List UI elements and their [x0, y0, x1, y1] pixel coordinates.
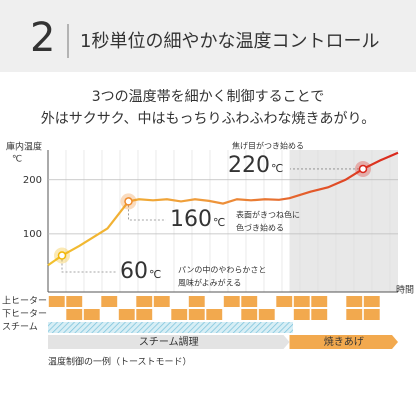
temp-label: 160	[170, 207, 212, 232]
heater-slot	[153, 296, 170, 307]
heater-slot	[346, 309, 363, 320]
heater-slot	[136, 309, 153, 320]
heater-label: 上ヒーター	[2, 296, 47, 307]
y-axis-label: ℃	[12, 155, 22, 165]
steam-slot	[48, 322, 66, 333]
heater-slot	[206, 309, 223, 320]
heater-slot	[363, 309, 380, 320]
annotation-note: 色づき始める	[236, 223, 284, 233]
heater-slot	[241, 309, 258, 320]
heater-slot	[188, 309, 205, 320]
temp-label: 220	[228, 153, 270, 178]
phase-arrow	[48, 335, 290, 349]
heater-slot	[83, 309, 100, 320]
steam-slot	[240, 322, 258, 333]
heater-slot	[258, 309, 275, 320]
phase-label: 焼きあげ	[324, 336, 364, 348]
annotation-note: 焦げ目がつき始める	[232, 141, 304, 151]
temperature-line	[47, 151, 399, 267]
annotation-note: パンの中のやわらかさと	[178, 265, 266, 275]
heater-slot	[66, 309, 83, 320]
temp-unit: ℃	[149, 268, 161, 281]
steam-slot	[153, 322, 171, 333]
heater-slot	[101, 296, 118, 307]
temp-label: 60	[120, 259, 148, 284]
heater-slot	[136, 296, 153, 307]
steam-slot	[258, 322, 276, 333]
heater-slot	[66, 296, 83, 307]
heater-slot	[311, 296, 328, 307]
temp-unit: ℃	[213, 216, 225, 229]
steam-slot	[223, 322, 241, 333]
heater-slot	[223, 296, 240, 307]
heater-slot	[363, 296, 380, 307]
subtitle: 外はサクサク、中はもっちりふわふわな焼きあがり。	[41, 111, 375, 127]
heater-slot	[118, 309, 135, 320]
heater-slot	[293, 309, 310, 320]
phase-arrow	[289, 335, 398, 349]
phase-label: スチーム調理	[139, 335, 199, 348]
x-axis-label: 時間	[396, 285, 414, 296]
heater-slot	[171, 309, 188, 320]
leader-line	[61, 255, 116, 273]
steam-slot	[188, 322, 206, 333]
header-title: 1秒単位の細やかな温度コントロール	[80, 31, 379, 52]
y-tick-label: 100	[23, 229, 42, 240]
heater-label: 下ヒーター	[2, 309, 47, 320]
y-axis-label: 庫内温度	[6, 141, 42, 153]
point-marker	[57, 251, 67, 260]
heater-slot	[311, 309, 328, 320]
steam-slot	[205, 322, 223, 333]
heater-slot	[241, 296, 258, 307]
annotation-note: 風味がよみがえる	[178, 278, 241, 288]
heater-slot	[188, 296, 205, 307]
heater-slot	[346, 296, 363, 307]
heater-slot	[276, 296, 293, 307]
steam-slot	[170, 322, 188, 333]
steam-slot	[135, 322, 153, 333]
steam-slot	[118, 322, 136, 333]
steam-slot	[275, 322, 293, 333]
header-bg	[0, 0, 416, 72]
bake-region	[289, 150, 398, 292]
steam-slot	[100, 322, 118, 333]
steam-slot	[83, 322, 101, 333]
subtitle: 3つの温度帯を細かく制御することで	[92, 89, 325, 105]
footnote: 温度制御の一例（トーストモード）	[48, 356, 192, 368]
point-marker	[124, 197, 133, 206]
heater-label: スチーム	[2, 322, 38, 333]
temp-unit: ℃	[271, 162, 283, 175]
heater-slot	[48, 296, 65, 307]
heater-slot	[293, 296, 310, 307]
steam-slot	[65, 322, 83, 333]
annotation-note: 表面がきつね色に	[236, 210, 300, 220]
point-marker	[358, 164, 368, 174]
y-tick-label: 200	[23, 175, 42, 186]
step-number: 2	[30, 15, 55, 61]
